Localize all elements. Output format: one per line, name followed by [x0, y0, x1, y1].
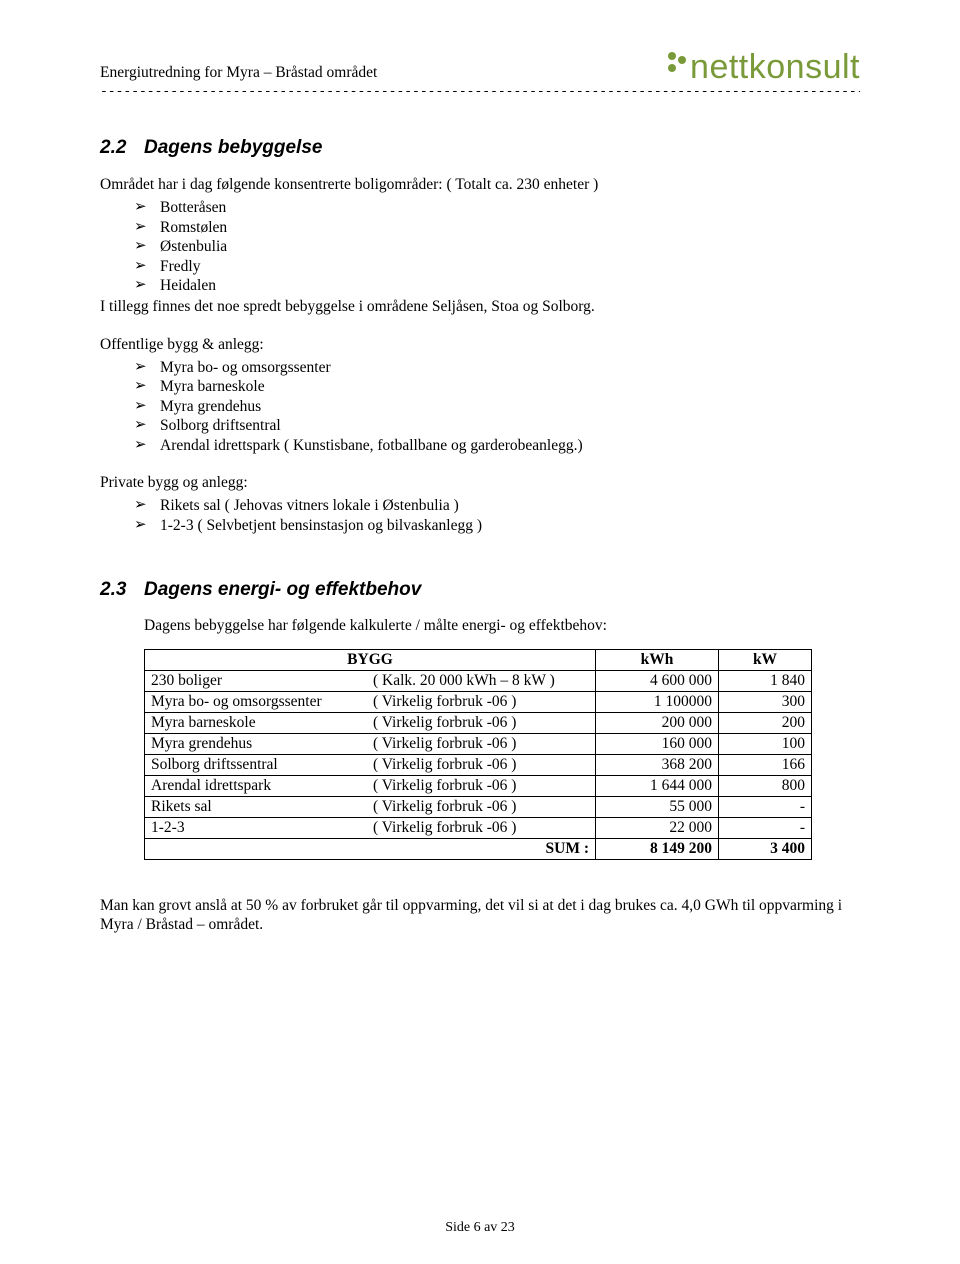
cell-name: Myra grendehus: [145, 734, 368, 755]
list-item: 1-2-3 ( Selvbetjent bensinstasjon og bil…: [134, 516, 860, 535]
cell-kw: 1 840: [719, 671, 812, 692]
section-2-2-heading: 2.2Dagens bebyggelse: [100, 137, 860, 159]
closing-paragraph: Man kan grovt anslå at 50 % av forbruket…: [100, 896, 860, 935]
logo-text: nettkonsult: [690, 50, 860, 84]
energy-table: BYGG kWh kW 230 boliger( Kalk. 20 000 kW…: [144, 649, 812, 860]
list-item: Arendal idrettspark ( Kunstisbane, fotba…: [134, 436, 860, 455]
table-row: Myra barneskole( Virkelig forbruk -06 )2…: [145, 713, 812, 734]
cell-kw: -: [719, 797, 812, 818]
cell-name: Rikets sal: [145, 797, 368, 818]
cell-name: 1-2-3: [145, 818, 368, 839]
list-item: Rikets sal ( Jehovas vitners lokale i Øs…: [134, 496, 860, 515]
logo: nettkonsult: [664, 50, 860, 84]
cell-kwh: 368 200: [596, 755, 719, 776]
residential-areas-list: BotteråsenRomstølenØstenbuliaFredlyHeida…: [134, 198, 860, 295]
list-item: Myra grendehus: [134, 397, 860, 416]
sum-kw: 3 400: [719, 839, 812, 860]
cell-name: Myra barneskole: [145, 713, 368, 734]
cell-kwh: 200 000: [596, 713, 719, 734]
cell-note: ( Virkelig forbruk -06 ): [367, 734, 596, 755]
cell-name: Myra bo- og omsorgssenter: [145, 692, 368, 713]
private-buildings-title: Private bygg og anlegg:: [100, 473, 860, 492]
list-item: Solborg driftsentral: [134, 416, 860, 435]
list-item: Romstølen: [134, 218, 860, 237]
cell-kwh: 22 000: [596, 818, 719, 839]
private-buildings-list: Rikets sal ( Jehovas vitners lokale i Øs…: [134, 496, 860, 535]
public-buildings-title: Offentlige bygg & anlegg:: [100, 335, 860, 354]
table-row: Myra bo- og omsorgssenter( Virkelig forb…: [145, 692, 812, 713]
header-separator: ----------------------------------------…: [100, 84, 860, 99]
cell-name: Arendal idrettspark: [145, 776, 368, 797]
table-row: 230 boliger( Kalk. 20 000 kWh – 8 kW )4 …: [145, 671, 812, 692]
list-item: Botteråsen: [134, 198, 860, 217]
intro-paragraph: Området har i dag følgende konsentrerte …: [100, 175, 860, 194]
cell-kw: 200: [719, 713, 812, 734]
cell-kw: 100: [719, 734, 812, 755]
list-item: Heidalen: [134, 276, 860, 295]
cell-kwh: 1 644 000: [596, 776, 719, 797]
cell-kwh: 4 600 000: [596, 671, 719, 692]
after-list1-text: I tillegg finnes det noe spredt bebyggel…: [100, 297, 860, 316]
section-2-3-intro: Dagens bebyggelse har følgende kalkulert…: [144, 617, 860, 635]
section-title: Dagens bebyggelse: [144, 137, 322, 158]
cell-kw: 166: [719, 755, 812, 776]
cell-note: ( Kalk. 20 000 kWh – 8 kW ): [367, 671, 596, 692]
table-header-bygg: BYGG: [145, 650, 596, 671]
cell-kwh: 1 100000: [596, 692, 719, 713]
cell-note: ( Virkelig forbruk -06 ): [367, 776, 596, 797]
section-2-3-heading: 2.3Dagens energi- og effektbehov: [100, 579, 860, 601]
section-title: Dagens energi- og effektbehov: [144, 579, 421, 600]
cell-note: ( Virkelig forbruk -06 ): [367, 692, 596, 713]
cell-note: ( Virkelig forbruk -06 ): [367, 755, 596, 776]
list-item: Myra barneskole: [134, 377, 860, 396]
cell-kw: 300: [719, 692, 812, 713]
sum-label: SUM :: [145, 839, 596, 860]
cell-kw: 800: [719, 776, 812, 797]
table-row: Myra grendehus( Virkelig forbruk -06 )16…: [145, 734, 812, 755]
table-sum-row: SUM :8 149 2003 400: [145, 839, 812, 860]
table-row: 1-2-3( Virkelig forbruk -06 )22 000-: [145, 818, 812, 839]
list-item: Østenbulia: [134, 237, 860, 256]
cell-note: ( Virkelig forbruk -06 ): [367, 818, 596, 839]
list-item: Fredly: [134, 257, 860, 276]
cell-note: ( Virkelig forbruk -06 ): [367, 797, 596, 818]
public-buildings-list: Myra bo- og omsorgssenterMyra barneskole…: [134, 358, 860, 455]
table-row: Rikets sal( Virkelig forbruk -06 )55 000…: [145, 797, 812, 818]
cell-kwh: 55 000: [596, 797, 719, 818]
cell-kw: -: [719, 818, 812, 839]
cell-name: Solborg driftssentral: [145, 755, 368, 776]
table-row: Solborg driftssentral( Virkelig forbruk …: [145, 755, 812, 776]
table-row: Arendal idrettspark( Virkelig forbruk -0…: [145, 776, 812, 797]
list-item: Myra bo- og omsorgssenter: [134, 358, 860, 377]
sum-kwh: 8 149 200: [596, 839, 719, 860]
page-footer: Side 6 av 23: [0, 1220, 960, 1236]
table-header-kw: kW: [719, 650, 812, 671]
logo-icon: [664, 50, 688, 78]
cell-note: ( Virkelig forbruk -06 ): [367, 713, 596, 734]
cell-name: 230 boliger: [145, 671, 368, 692]
section-number: 2.2: [100, 137, 144, 159]
cell-kwh: 160 000: [596, 734, 719, 755]
table-header-kwh: kWh: [596, 650, 719, 671]
section-number: 2.3: [100, 579, 144, 601]
page-header-title: Energiutredning for Myra – Bråstad områd…: [100, 64, 377, 82]
